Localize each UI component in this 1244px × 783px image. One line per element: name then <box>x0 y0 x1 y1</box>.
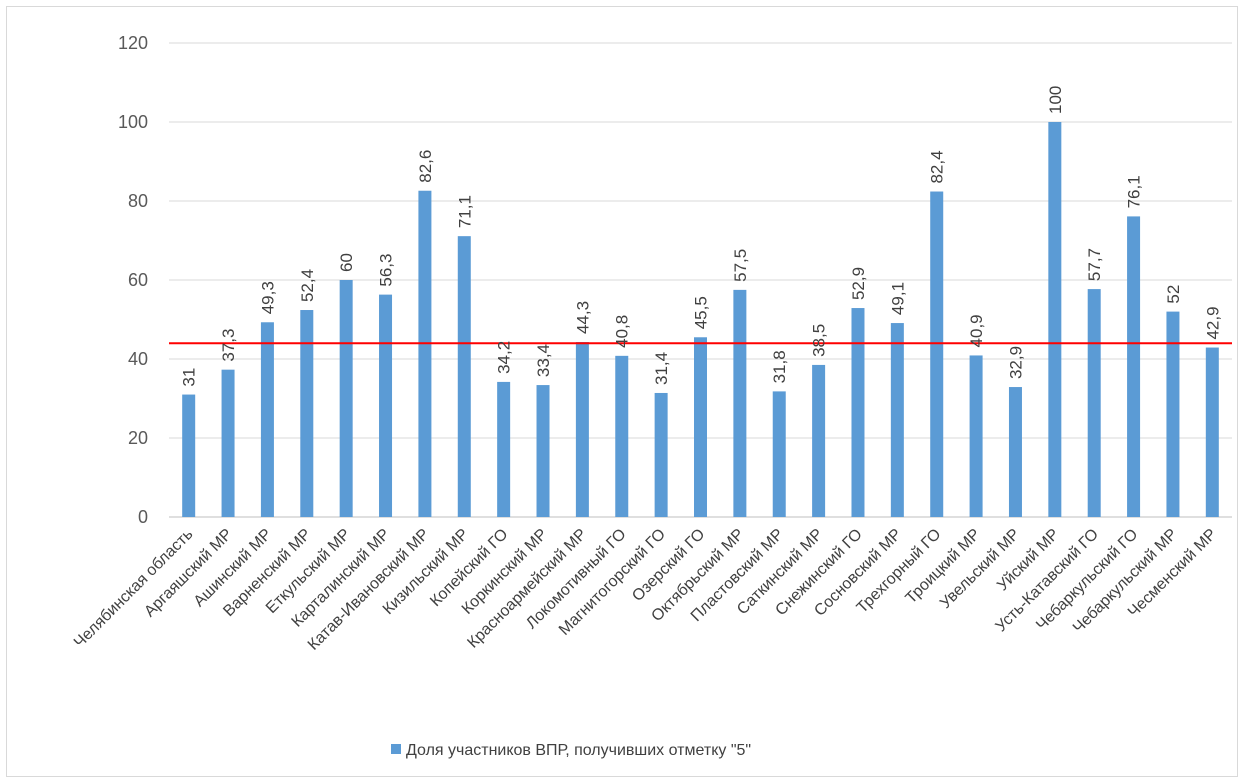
y-axis-ticks: 0 20 40 60 80 100 120 <box>118 33 148 527</box>
data-label: 42,9 <box>1203 306 1222 339</box>
bar <box>536 385 550 517</box>
y-tick-label: 120 <box>118 33 148 53</box>
bar <box>182 394 196 517</box>
bar <box>1087 289 1101 517</box>
y-tick-label: 20 <box>128 428 148 448</box>
data-label: 31,8 <box>770 350 789 383</box>
bar <box>694 337 707 517</box>
y-tick-label: 40 <box>128 349 148 369</box>
data-label: 37,3 <box>219 329 238 362</box>
legend-label: Доля участников ВПР, получивших отметку … <box>406 742 751 759</box>
y-tick-label: 60 <box>128 270 148 290</box>
bar <box>930 191 944 517</box>
bar <box>1127 216 1141 517</box>
data-label: 60 <box>337 253 356 272</box>
bar <box>812 364 826 517</box>
bar <box>379 294 393 517</box>
data-label: 56,3 <box>377 254 396 287</box>
data-label: 52 <box>1164 285 1183 304</box>
data-label: 57,5 <box>731 249 750 282</box>
bars <box>182 122 1219 518</box>
bar <box>772 391 786 517</box>
bar <box>418 190 432 518</box>
data-label: 49,1 <box>888 282 907 315</box>
data-label: 100 <box>1046 86 1065 114</box>
data-label: 34,2 <box>495 341 514 374</box>
bar <box>221 369 235 517</box>
y-tick-label: 100 <box>118 112 148 132</box>
legend-swatch <box>391 744 401 754</box>
data-label: 40,9 <box>967 314 986 347</box>
bar <box>1048 122 1062 517</box>
bar <box>497 381 511 517</box>
bar <box>890 323 904 517</box>
bar <box>575 342 589 517</box>
data-label: 38,5 <box>810 324 829 357</box>
data-label: 45,5 <box>692 296 711 329</box>
data-label: 76,1 <box>1125 175 1144 208</box>
bar <box>969 355 983 517</box>
bar <box>615 355 629 517</box>
data-label: 31 <box>180 368 199 387</box>
data-label: 49,3 <box>258 281 277 314</box>
bar <box>457 236 471 517</box>
y-tick-label: 0 <box>138 507 148 527</box>
bar <box>300 310 314 517</box>
data-label: 44,3 <box>573 301 592 334</box>
y-tick-label: 80 <box>128 191 148 211</box>
data-label: 71,1 <box>455 195 474 228</box>
bar <box>851 308 865 517</box>
data-label: 52,4 <box>298 269 317 302</box>
bar <box>654 392 668 517</box>
data-label: 82,6 <box>416 150 435 183</box>
data-label: 52,9 <box>849 267 868 300</box>
bar <box>1008 387 1022 517</box>
bar <box>260 322 274 517</box>
data-label: 57,7 <box>1085 248 1104 281</box>
data-label: 82,4 <box>928 150 947 183</box>
data-label: 31,4 <box>652 352 671 385</box>
legend: Доля участников ВПР, получивших отметку … <box>391 742 751 759</box>
data-label: 33,4 <box>534 344 553 377</box>
data-label: 40,8 <box>613 315 632 348</box>
bar <box>1166 311 1180 517</box>
data-label: 32,9 <box>1006 346 1025 379</box>
bar <box>733 289 747 517</box>
data-labels: 31 37,3 49,3 52,4 60 56,3 82,6 71,1 34,2 33,4 44,3… <box>180 86 1223 387</box>
bar <box>339 280 353 517</box>
bar <box>1205 347 1219 517</box>
